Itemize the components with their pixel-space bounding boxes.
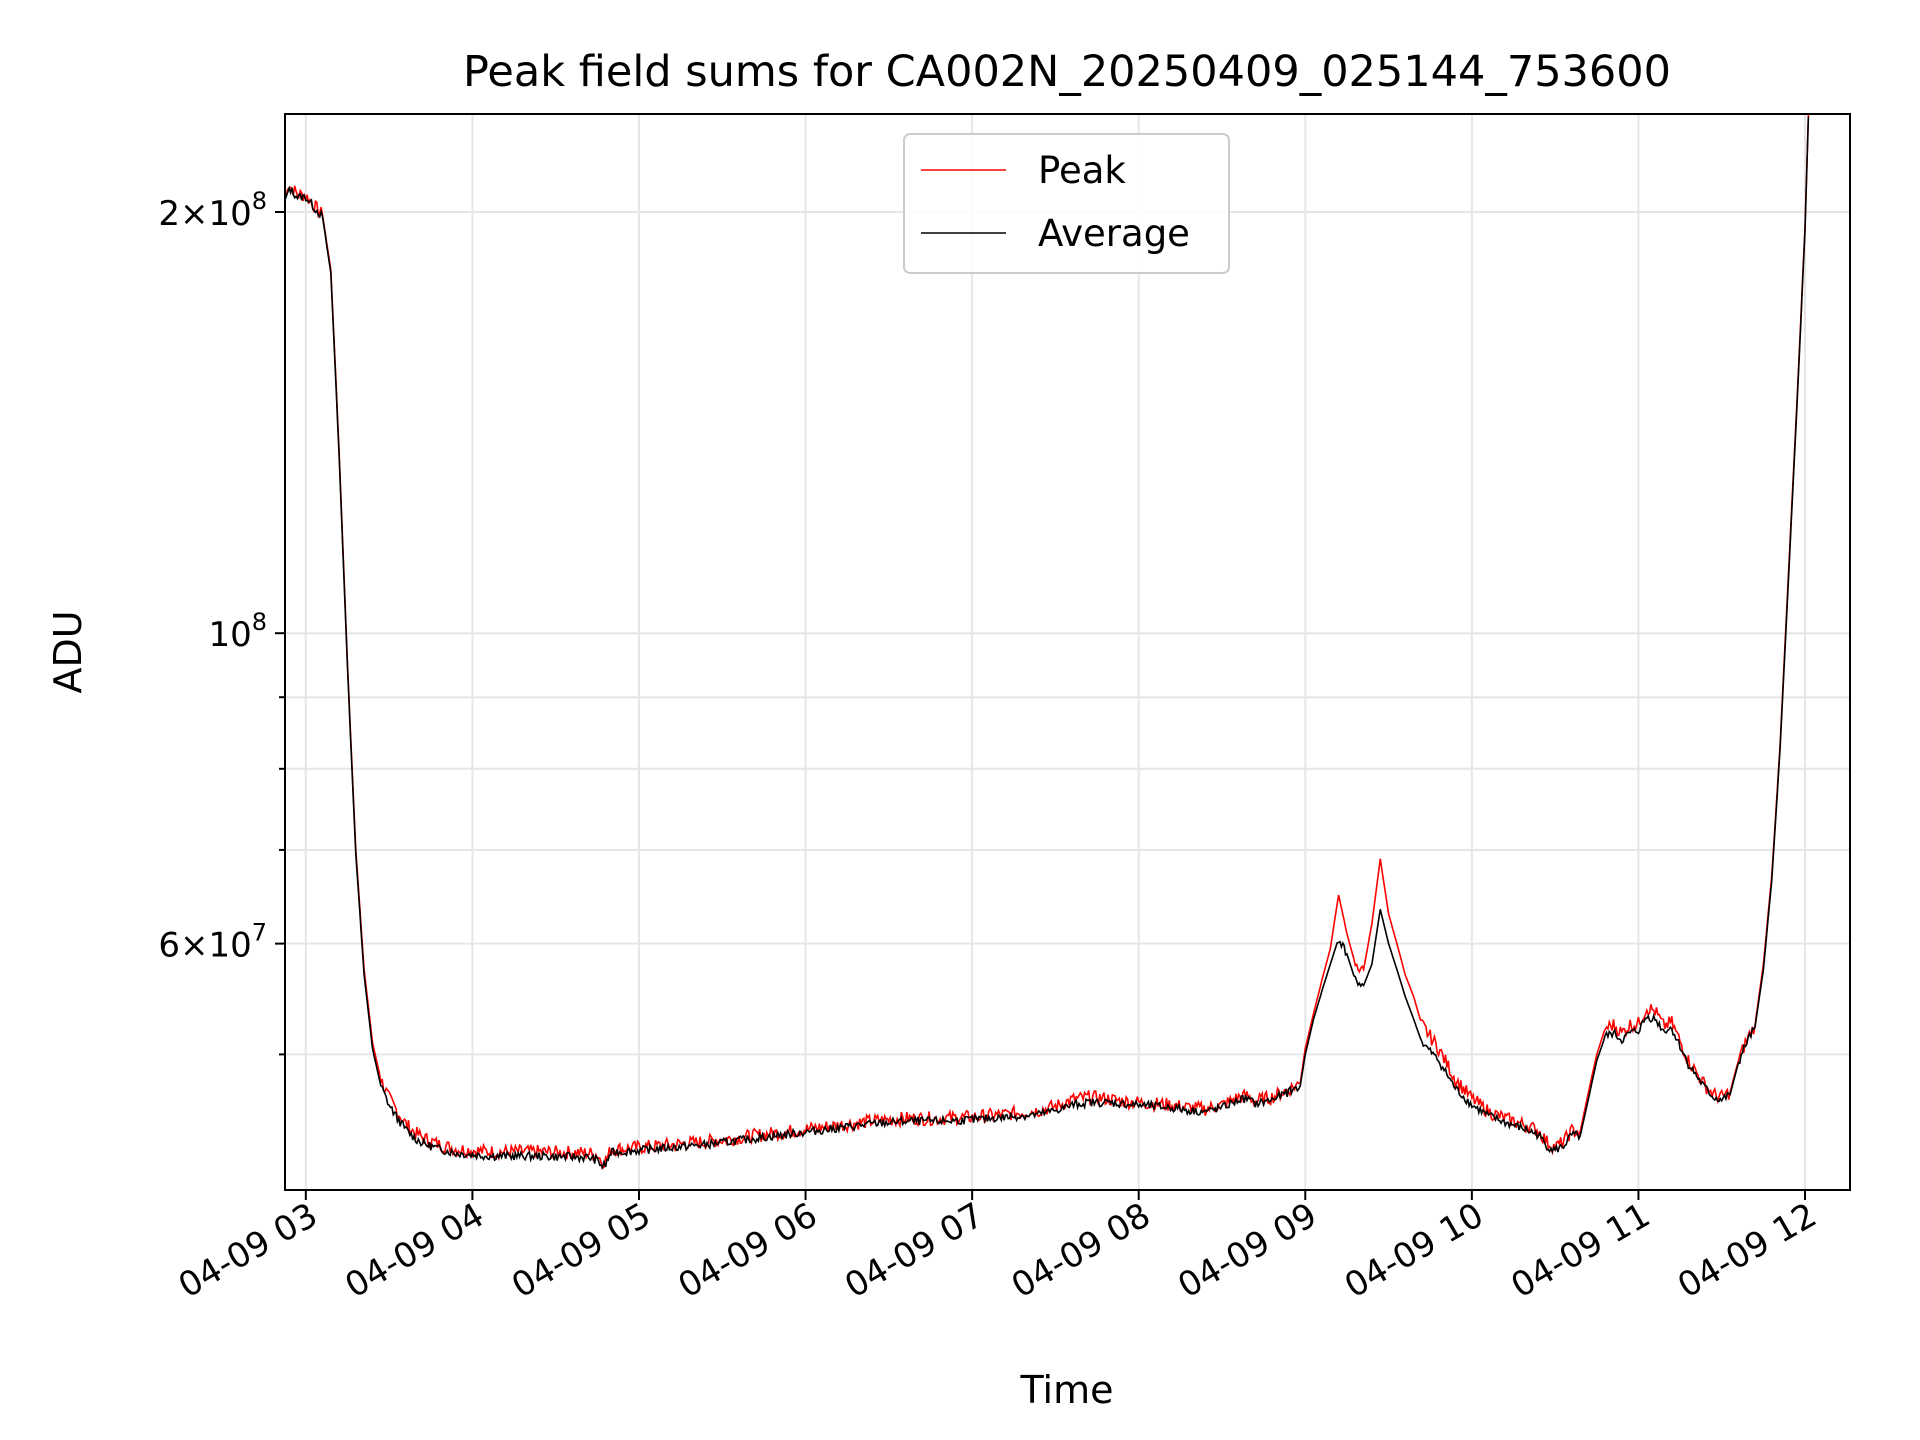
chart-title: Peak field sums for CA002N_20250409_0251… [463,47,1671,97]
y-tick-label-text: 6×107 [158,919,267,966]
legend-peak-label: Peak [1038,149,1126,192]
x-tick-label: 04-09 11 [1505,1195,1657,1306]
series-line-average [285,116,1810,1170]
x-tick-label: 04-09 05 [505,1195,657,1306]
x-axis: 04-09 03 04-09 04 04-09 05 04-09 06 04-09 07… [172,1190,1824,1306]
y-tick-mantissa: 2×10 [158,194,251,234]
x-tick-label: 04-09 09 [1171,1195,1323,1306]
y-tick-label: 6×107 [158,919,267,966]
y-tick-mantissa: 10 [208,615,251,655]
legend-box [903,133,1230,274]
x-tick-label: 04-09 12 [1671,1195,1823,1306]
x-tick-label: 04-09 04 [339,1195,491,1306]
legend-average-label: Average [1038,212,1190,255]
x-tick-label: 04-09 08 [1005,1195,1157,1306]
y-tick-label-text: 2×108 [158,187,267,234]
y-tick-label: 2×108 [158,187,267,234]
grid [285,114,1850,1190]
x-tick-label: 04-09 10 [1338,1195,1490,1306]
x-tick-label: 04-09 06 [672,1195,824,1306]
series-line-peak [285,114,1810,1170]
y-tick-exponent: 7 [252,919,267,947]
legend: Peak Average [903,133,1230,274]
x-tick-label: 04-09 03 [172,1195,324,1306]
series-layer [285,114,1810,1170]
x-tick-label: 04-09 07 [838,1195,990,1306]
y-tick-label-text: 108 [208,608,267,655]
y-tick-exponent: 8 [252,608,267,636]
plot-frame [284,113,1851,1191]
y-axis-label: ADU [46,610,90,693]
y-tick-exponent: 8 [252,187,267,215]
y-tick-mantissa: 6×10 [158,926,251,966]
x-axis-label: Time [1020,1368,1114,1412]
y-tick-label: 108 [208,608,267,655]
